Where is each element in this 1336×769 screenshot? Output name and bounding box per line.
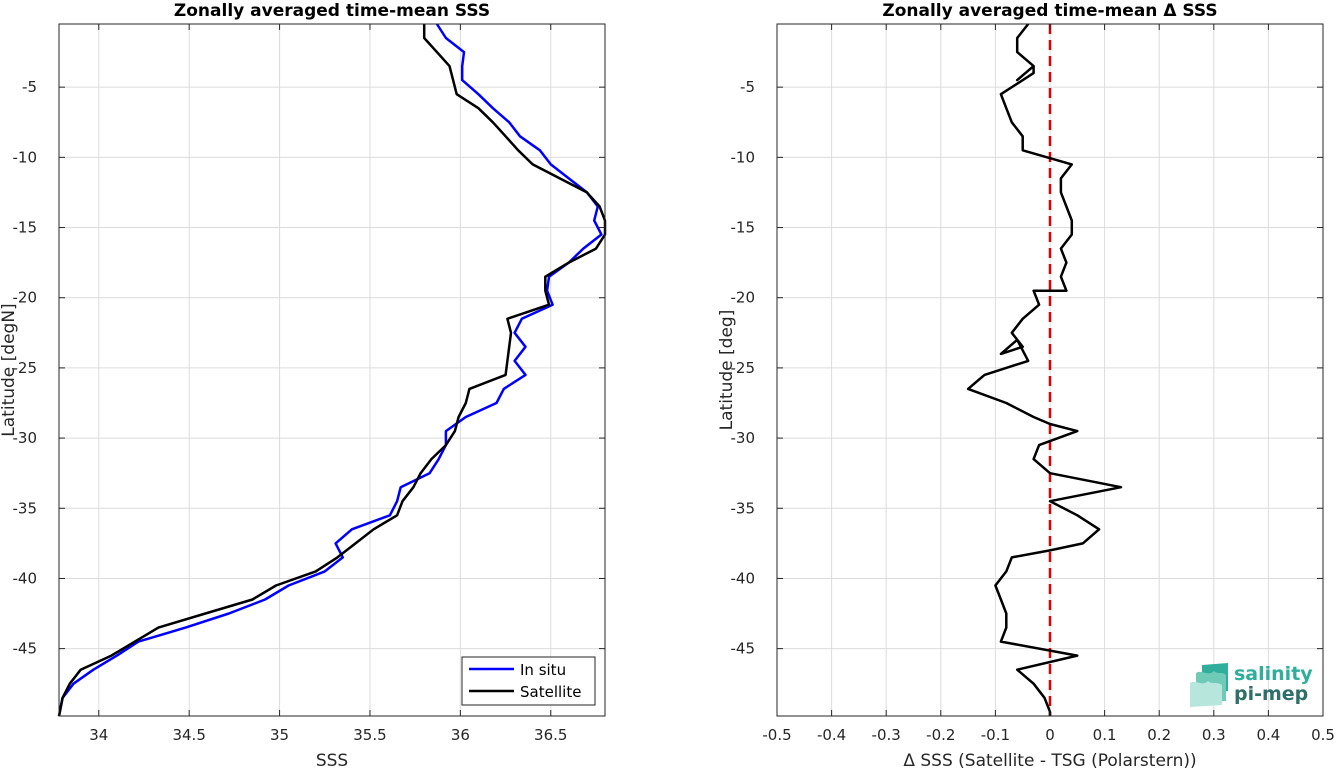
series-group bbox=[57, 23, 607, 717]
x-tick-label: 0.2 bbox=[1147, 726, 1171, 744]
series-line-in-situ bbox=[57, 23, 603, 717]
x-tick-label: 35.5 bbox=[353, 726, 386, 744]
panel-delta-sss: Zonally averaged time-mean Δ SSS -0.5 -0.… bbox=[717, 1, 1335, 769]
grid bbox=[59, 24, 605, 716]
y-tick-label: -10 bbox=[13, 148, 38, 166]
y-tick-label: -35 bbox=[13, 499, 38, 517]
legend-label-in-situ: In situ bbox=[520, 661, 566, 679]
y-tick-label: -25 bbox=[13, 359, 38, 377]
logo-wave-icon bbox=[1188, 661, 1232, 707]
series-line-0 bbox=[966, 23, 1123, 716]
x-tick-label: 0.1 bbox=[1093, 726, 1117, 744]
x-tick-label: 36.5 bbox=[534, 726, 567, 744]
y-tick-label: -30 bbox=[13, 429, 38, 447]
panel-title: Zonally averaged time-mean Δ SSS bbox=[882, 1, 1217, 21]
y-tick-label: -30 bbox=[731, 429, 756, 447]
legend-label-satellite: Satellite bbox=[520, 683, 581, 701]
x-tick-label: 0 bbox=[1045, 726, 1055, 744]
y-tick-label: -10 bbox=[731, 148, 756, 166]
x-tick-label: -0.2 bbox=[926, 726, 955, 744]
x-tick-label: -0.4 bbox=[817, 726, 846, 744]
series-group bbox=[966, 23, 1123, 716]
y-ticks: -45 -40 -35 -30 -25 -20 -15 -10 -5 bbox=[13, 78, 605, 658]
y-axis-label: Latitude [deg] bbox=[717, 310, 737, 431]
panel-sss: Zonally averaged time-mean SSS 34 34.5 35 3… bbox=[0, 1, 607, 769]
x-tick-label: 0.3 bbox=[1202, 726, 1226, 744]
y-tick-label: -40 bbox=[13, 569, 38, 587]
logo-text-line1: salinity bbox=[1234, 663, 1313, 685]
y-tick-label: -15 bbox=[731, 219, 756, 237]
y-tick-label: -45 bbox=[731, 640, 756, 658]
logo-text-line2: pi-mep bbox=[1234, 683, 1309, 705]
legend-box bbox=[461, 656, 596, 706]
x-axis-label: SSS bbox=[316, 751, 348, 769]
panel-title: Zonally averaged time-mean SSS bbox=[174, 1, 490, 21]
y-axis-label: Latitude [degN] bbox=[0, 303, 19, 436]
y-tick-label: -5 bbox=[22, 78, 37, 96]
series-line-satellite bbox=[57, 24, 607, 717]
x-tick-label: -0.5 bbox=[762, 726, 791, 744]
legend: In situ Satellite bbox=[461, 656, 596, 706]
x-tick-label: -0.1 bbox=[981, 726, 1010, 744]
x-tick-label: 35 bbox=[270, 726, 289, 744]
y-ticks: -45 -40 -35 -30 -25 -20 -15 -10 -5 bbox=[731, 78, 1323, 658]
x-tick-label: 0.5 bbox=[1311, 726, 1335, 744]
x-ticks: -0.5 -0.4 -0.3 -0.2 -0.1 0 0.1 0.2 0.3 0.4 0.5 bbox=[762, 24, 1335, 744]
x-tick-label: 34.5 bbox=[172, 726, 205, 744]
x-tick-label: 36 bbox=[451, 726, 470, 744]
y-tick-label: -20 bbox=[731, 289, 756, 307]
x-tick-label: 34 bbox=[89, 726, 108, 744]
y-tick-label: -35 bbox=[731, 499, 756, 517]
x-axis-label: Δ SSS (Satellite - TSG (Polarstern)) bbox=[903, 751, 1196, 769]
x-ticks: 34 34.5 35 35.5 36 36.5 bbox=[89, 24, 567, 744]
y-tick-label: -5 bbox=[740, 78, 755, 96]
x-tick-label: 0.4 bbox=[1256, 726, 1280, 744]
axes-frame bbox=[58, 23, 606, 717]
y-tick-label: -15 bbox=[13, 219, 38, 237]
y-tick-label: -20 bbox=[13, 289, 38, 307]
salinity-pi-mep-logo: salinity pi-mep bbox=[1188, 658, 1318, 710]
y-tick-label: -40 bbox=[731, 569, 756, 587]
y-tick-label: -45 bbox=[13, 640, 38, 658]
y-tick-label: -25 bbox=[731, 359, 756, 377]
x-tick-label: -0.3 bbox=[872, 726, 901, 744]
